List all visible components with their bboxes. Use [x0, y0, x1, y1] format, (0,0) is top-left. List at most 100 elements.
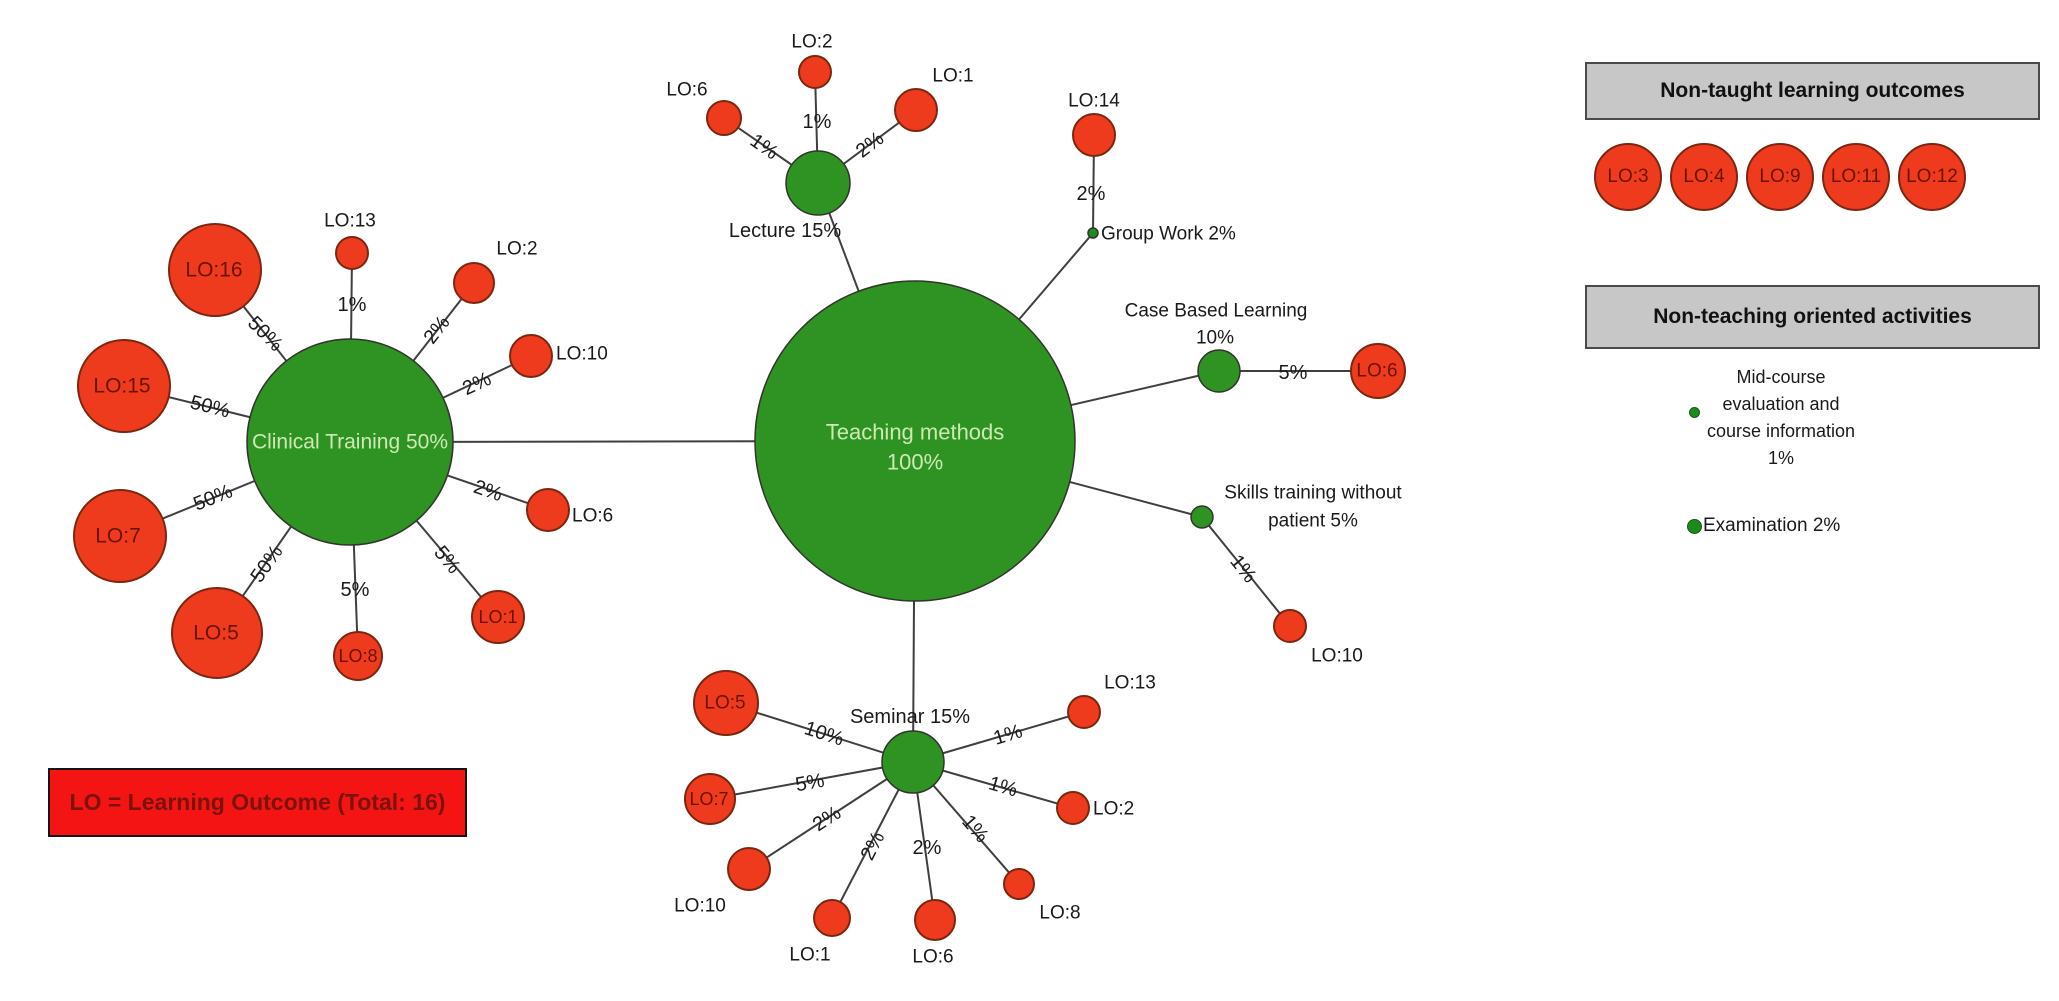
edge-seminar-sem-lo7: [709, 761, 914, 800]
node-ct-lo16: [168, 223, 262, 317]
node-ct-lo5: [171, 587, 263, 679]
node-case-based-learning: [1197, 349, 1241, 393]
node-clinical-training: [246, 338, 454, 546]
edge-label-clinical-training-ct-lo8: 5%: [341, 579, 370, 601]
mid-course-line: 1%: [1767, 448, 1794, 468]
edge-label-lecture-lec-lo2: 1%: [803, 111, 832, 133]
node-group-work: [1087, 227, 1099, 239]
examination-item: Examination 2%: [1687, 515, 1840, 537]
node-ct-lo1: [471, 590, 525, 644]
legend-box: LO = Learning Outcome (Total: 16): [48, 768, 467, 837]
node-label-clinical-training: Clinical Training 50%: [252, 431, 448, 454]
node-label-sk-lo10: LO:10: [1311, 646, 1363, 667]
edge-seminar-sem-lo10: [748, 761, 914, 870]
node-label-ct-lo2: LO:2: [496, 239, 537, 260]
edge-label-seminar-sem-lo10: 2%: [809, 802, 845, 836]
node-lecture: [785, 150, 851, 216]
mid-course-line: evaluation and: [1722, 394, 1840, 414]
node-label-group-work: Group Work 2%: [1101, 224, 1236, 245]
node-label-sem-lo2: LO:2: [1093, 799, 1134, 820]
non-taught-outcome-circle-lo11: LO:11: [1822, 143, 1890, 211]
edge-label-seminar-sem-lo2: 1%: [986, 772, 1020, 801]
edge-label-lecture-lec-lo1: 2%: [852, 127, 888, 162]
edge-label-clinical-training-ct-lo6: 2%: [471, 476, 506, 506]
edge-label-seminar-sem-lo8: 1%: [957, 811, 993, 847]
non-taught-outcomes-title: Non-taught learning outcomes: [1660, 79, 1965, 102]
node-label-sem-lo13: LO:13: [1104, 673, 1156, 694]
node-label-ct-lo15: LO:15: [93, 375, 150, 398]
node-sem-lo7: [684, 773, 736, 825]
node-label-ct-lo1: LO:1: [478, 607, 517, 627]
node-label-ct-lo6: LO:6: [572, 506, 613, 527]
edge-label-group-work-lo14: 2%: [1077, 183, 1106, 205]
node-sem-lo5: [693, 670, 759, 736]
node-ct-lo8: [333, 631, 383, 681]
node-sem-lo1: [813, 899, 851, 937]
node-label-sem-lo6: LO:6: [912, 947, 953, 968]
node-label-case-based-learning: Case Based Learning: [1125, 301, 1308, 322]
node-ct-lo15: [77, 339, 171, 433]
edge-label-seminar-sem-lo1: 2%: [857, 828, 890, 864]
node-cbl-lo6: [1350, 343, 1406, 399]
edge-label-clinical-training-ct-lo7: 50%: [190, 480, 236, 515]
node-label-ct-lo7: LO:7: [95, 525, 141, 548]
non-taught-outcome-circle-lo9: LO:9: [1746, 143, 1814, 211]
examination-label: Examination 2%: [1703, 515, 1841, 536]
legend-text: LO = Learning Outcome (Total: 16): [69, 789, 446, 815]
node-sem-lo2: [1056, 791, 1090, 825]
node-ct-lo10: [509, 334, 553, 378]
node-ct-lo13: [335, 236, 369, 270]
node-label-lecture: Lecture 15%: [729, 220, 842, 242]
node-label-skills-training: Skills training without: [1224, 483, 1402, 504]
node-ct-lo2: [453, 262, 495, 304]
node-label-lo14: LO:14: [1068, 91, 1120, 112]
mid-course-item: Mid-course evaluation and course informa…: [1640, 364, 1922, 472]
non-taught-outcomes-row: LO:3 LO:4 LO:9 LO:11 LO:12: [1594, 143, 2014, 211]
node-seminar: [881, 730, 945, 794]
node-label-ct-lo16: LO:16: [185, 259, 242, 282]
node-label-skills-training-1: patient 5%: [1268, 511, 1358, 532]
node-label-sem-lo10: LO:10: [674, 896, 726, 917]
non-teaching-activities-title: Non-teaching oriented activities: [1653, 305, 1972, 328]
examination-dot-icon: [1687, 518, 1702, 534]
node-label-case-based-learning-1: 10%: [1196, 328, 1234, 349]
node-label-cbl-lo6: LO:6: [1356, 361, 1397, 382]
node-skills-training: [1190, 505, 1214, 529]
node-label-ct-lo5: LO:5: [193, 622, 239, 645]
mid-course-line: course information: [1706, 421, 1856, 441]
node-sem-lo13: [1067, 695, 1101, 729]
node-label-lec-lo2: LO:2: [791, 32, 832, 53]
node-ct-lo6: [526, 488, 570, 532]
node-sem-lo10: [727, 847, 771, 891]
node-label-teaching-methods: Teaching methods: [826, 420, 1005, 445]
node-label-lec-lo1: LO:1: [932, 66, 973, 87]
node-sem-lo6: [914, 899, 956, 941]
node-sem-lo8: [1003, 868, 1035, 900]
edge-label-clinical-training-ct-lo5: 50%: [247, 541, 288, 587]
node-lo14: [1072, 113, 1116, 157]
edge-label-seminar-sem-lo7: 5%: [794, 770, 827, 797]
node-label-lec-lo6: LO:6: [666, 80, 707, 101]
node-label-ct-lo10: LO:10: [556, 344, 608, 365]
node-label-sem-lo8: LO:8: [1039, 903, 1080, 924]
node-ct-lo7: [73, 489, 167, 583]
node-label-sem-lo1: LO:1: [789, 945, 830, 966]
node-label-sem-lo7: LO:7: [689, 789, 728, 809]
edge-label-seminar-sem-lo6: 2%: [913, 837, 942, 859]
edge-label-clinical-training-ct-lo10: 2%: [459, 368, 495, 400]
non-taught-outcome-circle-lo3: LO:3: [1594, 143, 1662, 211]
edge-label-lecture-lec-lo6: 1%: [746, 130, 782, 165]
edge-label-clinical-training-ct-lo16: 50%: [243, 312, 287, 356]
node-label-seminar: Seminar 15%: [850, 706, 970, 728]
mid-course-dot-icon: [1689, 407, 1700, 418]
node-label-teaching-methods-1: 100%: [887, 450, 943, 475]
edge-label-seminar-sem-lo5: 10%: [802, 717, 847, 750]
edge-label-seminar-sem-lo13: 1%: [991, 720, 1025, 750]
node-teaching-methods: [754, 280, 1076, 602]
non-taught-outcome-circle-lo12: LO:12: [1898, 143, 1966, 211]
non-taught-outcome-circle-lo4: LO:4: [1670, 143, 1738, 211]
edge-label-clinical-training-ct-lo2: 2%: [419, 312, 454, 348]
node-lec-lo2: [798, 55, 832, 89]
